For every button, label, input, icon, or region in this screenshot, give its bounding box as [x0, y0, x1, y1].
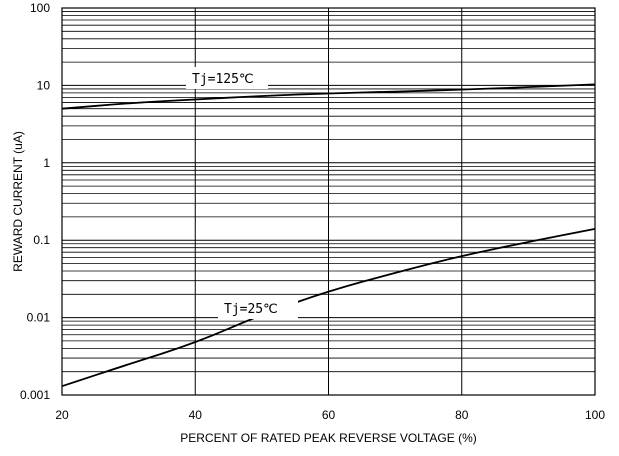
y-tick-label: 100	[30, 1, 50, 15]
curve-label-bg	[218, 297, 298, 319]
plot-frame	[61, 7, 596, 396]
y-tick-label: 0.1	[33, 233, 50, 247]
y-tick-label: 1	[43, 156, 50, 170]
curve-label-tj-125: Tj=125℃	[192, 72, 254, 87]
series-group	[61, 83, 596, 388]
x-tick-label: 40	[189, 408, 203, 422]
y-tick-label: 0.01	[27, 311, 51, 325]
curve-label-tj-25: Tj=25℃	[224, 302, 278, 317]
grid	[61, 8, 596, 396]
y-tick-label: 10	[37, 78, 51, 92]
curve-labels: Tj=125℃ Tj=25℃	[186, 67, 298, 319]
y-axis-title: REWARD CURRENT (uA)	[11, 131, 25, 272]
x-tick-label: 20	[55, 408, 69, 422]
series-line-tj-125	[61, 83, 596, 110]
x-tick-label: 60	[322, 408, 336, 422]
tick-labels: 20 40 60 80 100 0.001 0.01 0.1 1 10 100	[20, 1, 605, 422]
x-axis-title: PERCENT OF RATED PEAK REVERSE VOLTAGE (%…	[180, 431, 477, 445]
series-line-tj-25	[61, 228, 596, 388]
x-tick-label: 100	[585, 408, 605, 422]
y-tick-label: 0.001	[20, 388, 50, 402]
x-tick-label: 80	[455, 408, 469, 422]
curve-label-bg	[186, 67, 268, 89]
